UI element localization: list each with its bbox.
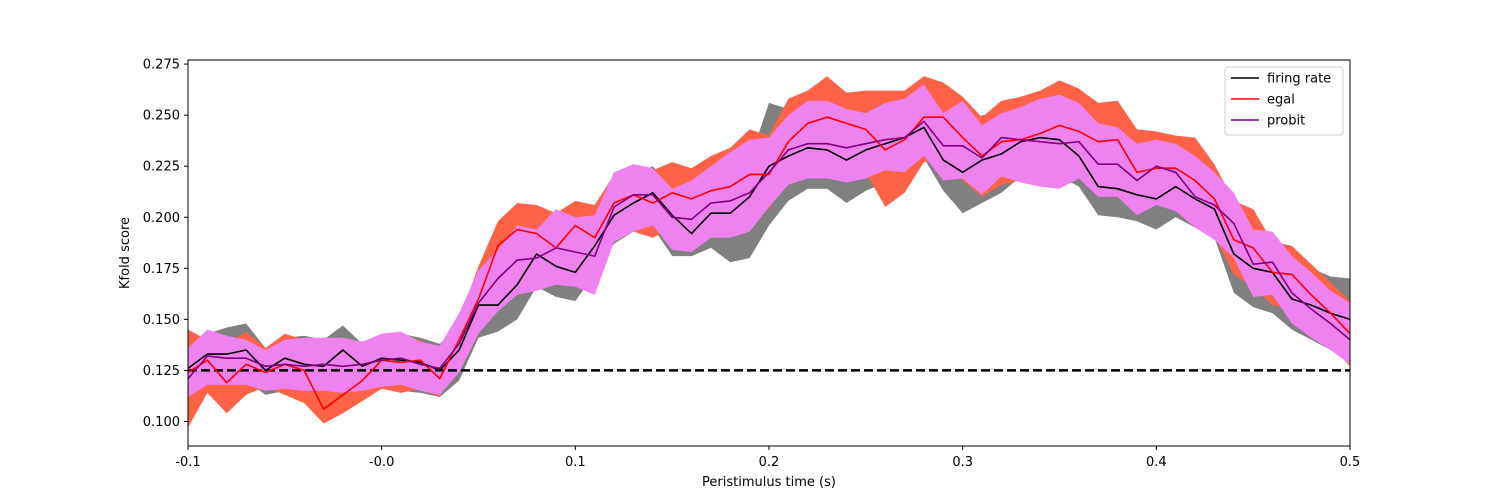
legend-label-firing-rate: firing rate [1267,72,1331,87]
series-lines [187,116,1351,411]
y-tick-label: 0.250 [143,109,180,124]
y-tick-label: 0.175 [143,262,180,277]
x-axis-label: Peristimulus time (s) [702,475,836,490]
y-tick-label: 0.125 [143,364,180,379]
legend-box [1224,66,1344,136]
y-tick-label: 0.225 [143,160,180,175]
x-axis-ticks: -0.1 -0.0 0.1 0.2 0.3 0.4 0.5 [175,446,1360,470]
probit-line [187,120,1351,380]
probit-band [188,84,1350,397]
y-tick-label: 0.150 [143,313,180,328]
x-tick-label: 0.5 [1340,455,1361,470]
x-tick-label: -0.0 [369,455,394,470]
x-tick-label: 0.2 [759,455,780,470]
firing-rate-line [187,126,1351,372]
y-tick-label: 0.200 [143,211,180,226]
y-axis-ticks: 0.100 0.125 0.150 0.175 0.200 0.225 0.250 0.275 [143,58,188,430]
y-axis-label: Kfold score [118,217,133,289]
x-tick-label: -0.1 [175,455,200,470]
x-tick-label: 0.3 [952,455,973,470]
x-tick-label: 0.1 [565,455,586,470]
y-tick-label: 0.275 [143,58,180,73]
legend-label-egal: egal [1267,93,1295,108]
x-tick-label: 0.4 [1146,455,1167,470]
confidence-bands [188,76,1350,428]
legend-label-probit: probit [1267,114,1305,129]
y-tick-label: 0.100 [143,415,180,430]
legend: firing rate egal probit [1224,66,1344,136]
